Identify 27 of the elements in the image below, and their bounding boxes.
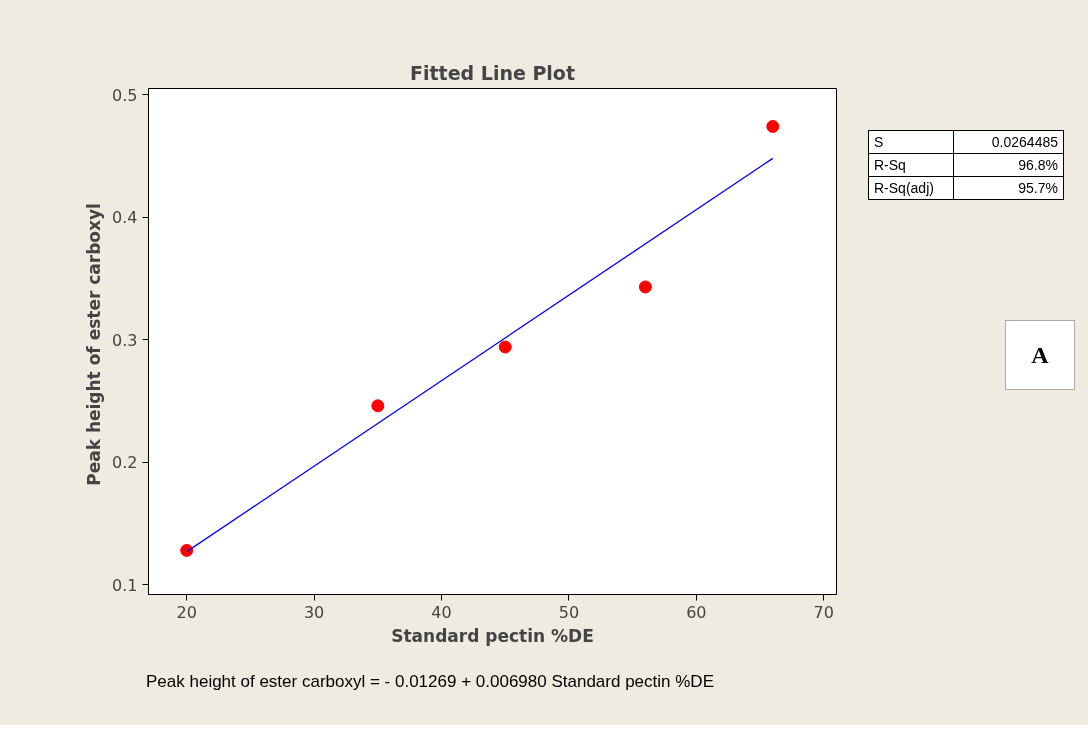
text: 0.0264485	[953, 130, 1064, 154]
point	[498, 340, 512, 354]
text: A	[1005, 320, 1075, 390]
point	[180, 543, 194, 557]
x-tick-label: 40	[431, 602, 452, 622]
text: S	[868, 130, 954, 154]
point	[766, 119, 780, 133]
x-tick-label: 30	[303, 602, 325, 622]
text: R-Sq(adj)	[868, 176, 954, 200]
y-tick-label: 0.3	[112, 330, 138, 350]
x-tick-label: 20	[176, 602, 197, 622]
text: 96.8%	[953, 153, 1064, 177]
point	[371, 399, 385, 413]
x-tick-label: 60	[686, 602, 707, 622]
y-axis-title: Peak height of ester carboxyl	[84, 203, 105, 486]
y-tick-label: 0.1	[112, 575, 138, 595]
y-tick-label: 0.4	[112, 208, 138, 228]
y-tick-label: 0.2	[112, 453, 138, 473]
point	[638, 280, 652, 294]
x-tick-label: 50	[558, 602, 580, 622]
y-tick-label: 0.5	[112, 85, 138, 105]
text: R-Sq	[868, 153, 954, 177]
text: 95.7%	[953, 176, 1064, 200]
x-axis-title: Standard pectin %DE	[391, 625, 594, 646]
chart-title: Fitted Line Plot	[410, 61, 575, 84]
x-tick-label: 70	[813, 602, 834, 622]
text: Peak height of ester carboxyl = - 0.01269 + 0.006980 Standard pectin %DE	[145, 671, 715, 693]
